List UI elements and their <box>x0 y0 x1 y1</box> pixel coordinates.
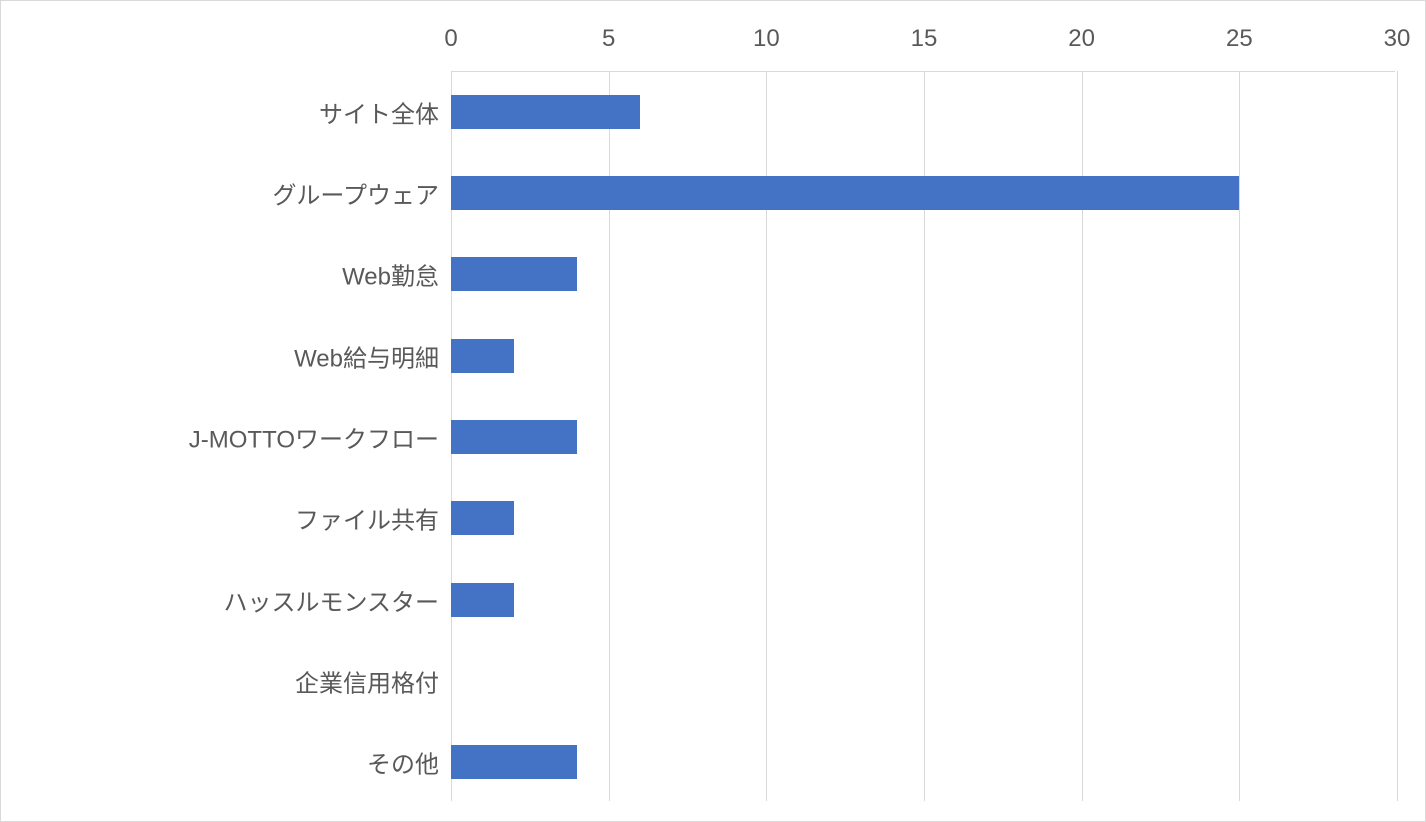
bar <box>451 420 577 454</box>
y-category-label: 企業信用格付 <box>295 664 439 699</box>
x-tick-label: 0 <box>444 25 457 53</box>
y-axis-labels: サイト全体グループウェア Web勤怠 Web給与明細 J-MOTTOワークフローファイ… <box>11 71 451 801</box>
x-tick-label: 20 <box>1068 25 1095 53</box>
bar <box>451 583 514 617</box>
bar <box>451 176 1239 210</box>
x-axis-labels: 0 5 10 15 20 25 30 <box>11 11 1415 71</box>
x-tick-label: 30 <box>1384 25 1411 53</box>
x-tick-label: 10 <box>753 25 780 53</box>
bar <box>451 501 514 535</box>
bar <box>451 745 577 779</box>
bar <box>451 339 514 373</box>
y-category-label: ファイル共有 <box>295 501 439 536</box>
bars-group <box>451 71 1395 801</box>
y-category-label: サイト全体 <box>319 94 439 129</box>
y-category-label: Web勤怠 <box>342 257 439 292</box>
y-category-label: Web給与明細 <box>294 338 439 373</box>
plot-area <box>451 71 1395 801</box>
y-category-label: その他 <box>367 745 439 780</box>
x-tick-label: 5 <box>602 25 615 53</box>
bar <box>451 257 577 291</box>
y-category-label: J-MOTTOワークフロー <box>189 420 439 455</box>
x-tick-label: 25 <box>1226 25 1253 53</box>
gridline <box>1397 71 1398 801</box>
y-category-label: ハッスルモンスター <box>223 582 439 617</box>
y-category-label: グループウェア <box>272 176 439 211</box>
chart-inner: 0 5 10 15 20 25 30 サイト全体グループウェア Web勤怠 Web給与明細 J-M… <box>11 11 1415 811</box>
x-tick-label: 15 <box>911 25 938 53</box>
bar <box>451 95 640 129</box>
chart-container: 0 5 10 15 20 25 30 サイト全体グループウェア Web勤怠 Web給与明細 J-M… <box>0 0 1426 822</box>
